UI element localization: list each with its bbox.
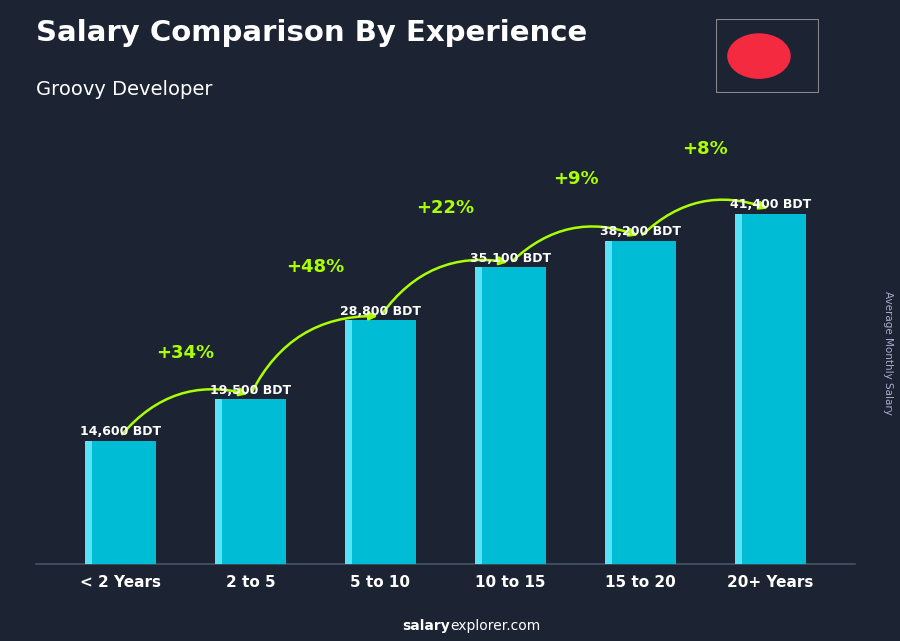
Text: 35,100 BDT: 35,100 BDT	[470, 251, 551, 265]
Text: Salary Comparison By Experience: Salary Comparison By Experience	[36, 19, 587, 47]
Text: 19,500 BDT: 19,500 BDT	[210, 383, 291, 397]
Text: 28,800 BDT: 28,800 BDT	[340, 305, 421, 318]
Text: +48%: +48%	[286, 258, 345, 276]
Bar	[475, 267, 546, 564]
Bar	[345, 320, 352, 564]
Text: Average Monthly Salary: Average Monthly Salary	[883, 290, 893, 415]
Bar	[215, 399, 286, 564]
Text: 14,600 BDT: 14,600 BDT	[80, 425, 161, 438]
Text: 38,200 BDT: 38,200 BDT	[600, 226, 681, 238]
Text: +22%: +22%	[417, 199, 474, 217]
Text: +9%: +9%	[553, 171, 599, 188]
Bar	[345, 320, 416, 564]
Text: 41,400 BDT: 41,400 BDT	[730, 198, 811, 212]
Text: explorer.com: explorer.com	[450, 619, 540, 633]
Bar	[605, 241, 612, 564]
Bar	[734, 214, 806, 564]
Bar	[215, 399, 222, 564]
Text: salary: salary	[402, 619, 450, 633]
Bar	[475, 267, 482, 564]
Circle shape	[728, 34, 790, 78]
Bar	[85, 440, 92, 564]
Bar	[85, 440, 157, 564]
Bar	[605, 241, 676, 564]
Text: +8%: +8%	[682, 140, 728, 158]
Bar	[734, 214, 742, 564]
Text: +34%: +34%	[157, 344, 214, 362]
Text: Groovy Developer: Groovy Developer	[36, 80, 212, 99]
